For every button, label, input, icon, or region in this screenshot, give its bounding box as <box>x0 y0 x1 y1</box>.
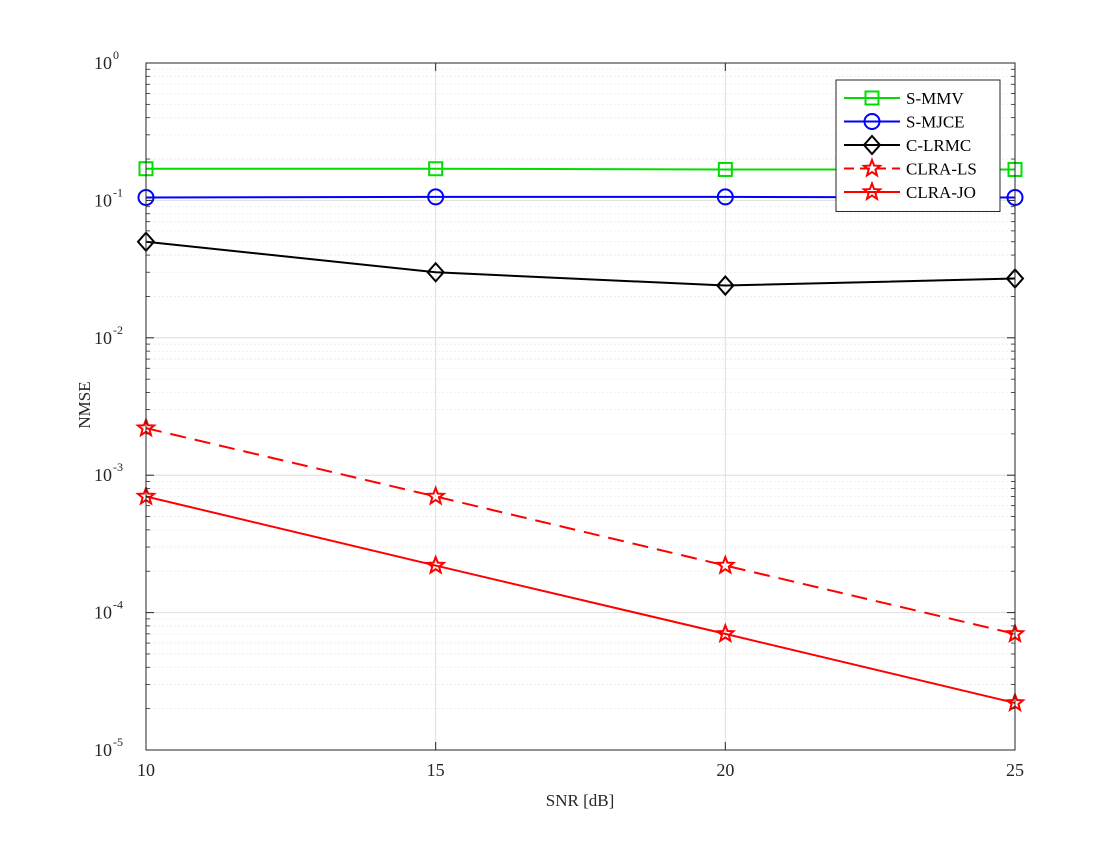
axes <box>145 62 1016 751</box>
data-point <box>714 622 737 644</box>
legend-item: CLRA-JO <box>844 180 976 202</box>
legend: S-MMV S-MJCE C-LRMC CLRA-LS CLRA-JO <box>835 79 1001 212</box>
legend-item: S-MMV <box>844 89 964 108</box>
y-tick-label: 10 <box>94 190 112 210</box>
y-tick-exponent: -4 <box>113 598 123 612</box>
y-tick-exponent: -2 <box>113 323 123 337</box>
legend-marker <box>863 113 881 130</box>
series-line <box>145 240 1016 287</box>
legend-label: S-MMV <box>906 89 964 108</box>
y-tick-exponent: -3 <box>113 460 123 474</box>
data-point <box>714 554 737 575</box>
y-tick-label: 10 <box>94 740 112 760</box>
legend-marker <box>862 134 882 156</box>
y-tick-label: 10 <box>94 603 112 623</box>
data-point <box>424 485 447 506</box>
data-point <box>424 554 447 575</box>
y-tick-label: 10 <box>94 53 112 73</box>
legend-label: CLRA-JO <box>906 183 976 202</box>
x-tick-label: 10 <box>137 760 155 780</box>
x-tick-label: 25 <box>1006 760 1024 780</box>
y-tick-exponent: -1 <box>113 185 123 199</box>
legend-item: C-LRMC <box>844 134 971 156</box>
legend-label: S-MJCE <box>906 113 965 132</box>
legend-marker <box>861 157 883 178</box>
data-point <box>426 261 446 283</box>
data-point <box>717 161 733 177</box>
legend-item: CLRA-LS <box>844 157 977 179</box>
series-line <box>145 427 1016 635</box>
plot-frame <box>145 62 1016 751</box>
y-tick-label: 10 <box>94 328 112 348</box>
data-point <box>428 161 444 177</box>
data-point <box>716 188 734 206</box>
data-point <box>715 275 735 297</box>
x-tick-label: 15 <box>427 760 445 780</box>
x-axis-label: SNR [dB] <box>546 791 614 810</box>
y-axis-label: NMSE <box>75 381 94 428</box>
y-tick-label: 10 <box>94 465 112 485</box>
series-clra-jo <box>135 485 1026 713</box>
legend-label: C-LRMC <box>906 136 971 155</box>
x-tick-label: 20 <box>716 760 734 780</box>
legend-label: CLRA-LS <box>906 160 977 179</box>
legend-marker <box>861 180 883 202</box>
series-layer <box>135 161 1026 713</box>
data-point <box>427 188 445 206</box>
y-tick-exponent: -5 <box>113 735 123 749</box>
y-tick-exponent: 0 <box>113 48 119 62</box>
series-line <box>145 495 1016 704</box>
legend-item: S-MJCE <box>844 113 965 132</box>
legend-marker <box>864 90 880 106</box>
